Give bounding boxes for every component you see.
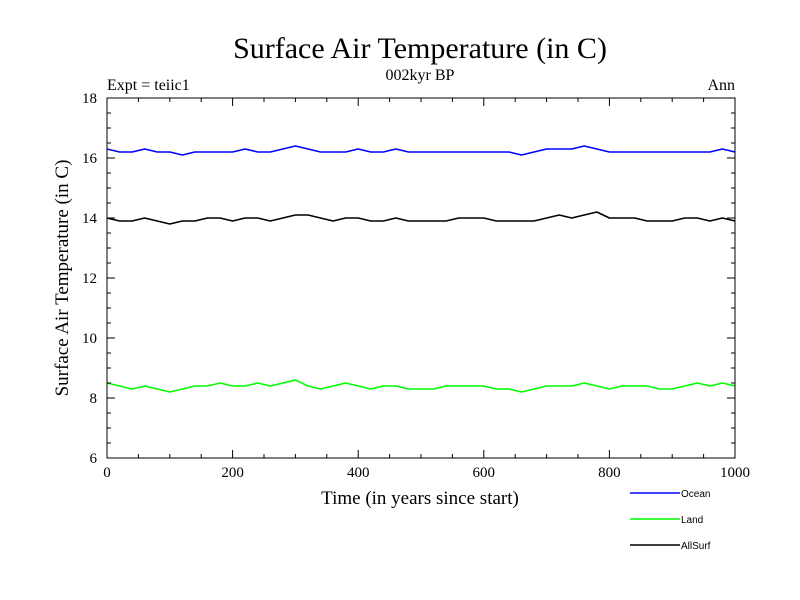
period-label: Ann (707, 77, 735, 94)
experiment-label: Expt = teiic1 (107, 77, 190, 94)
y-tick-label: 12 (82, 271, 97, 287)
y-tick-label: 14 (82, 211, 98, 227)
y-axis-label: Surface Air Temperature (in C) (52, 160, 73, 397)
legend-label-ocean: Ocean (681, 489, 710, 500)
x-tick-label: 1000 (720, 465, 750, 481)
chart-title: Surface Air Temperature (in C) (233, 32, 607, 65)
y-tick-label: 18 (82, 91, 97, 107)
legend-label-allsurf: AllSurf (681, 541, 711, 552)
axis-layer: 0 200 400 600 800 1000 6 8 10 12 14 16 18 (82, 91, 750, 481)
x-tick-label: 400 (347, 465, 370, 481)
y-tick-label: 10 (82, 331, 97, 347)
y-tick-label: 6 (90, 451, 98, 467)
series-layer (106, 145, 736, 393)
x-tick-label: 800 (598, 465, 621, 481)
y-tick-label: 16 (82, 151, 98, 167)
x-axis-label: Time (in years since start) (321, 488, 519, 509)
legend: Ocean Land AllSurf (630, 489, 711, 552)
legend-label-land: Land (681, 515, 703, 526)
x-tick-label: 0 (103, 465, 111, 481)
series-line-allsurf (106, 211, 736, 225)
x-tick-label: 600 (473, 465, 496, 481)
series-line-ocean (106, 145, 736, 156)
chart-subtitle: 002kyr BP (386, 67, 455, 84)
x-tick-label: 200 (221, 465, 244, 481)
y-tick-label: 8 (90, 391, 98, 407)
series-line-land (106, 379, 736, 393)
